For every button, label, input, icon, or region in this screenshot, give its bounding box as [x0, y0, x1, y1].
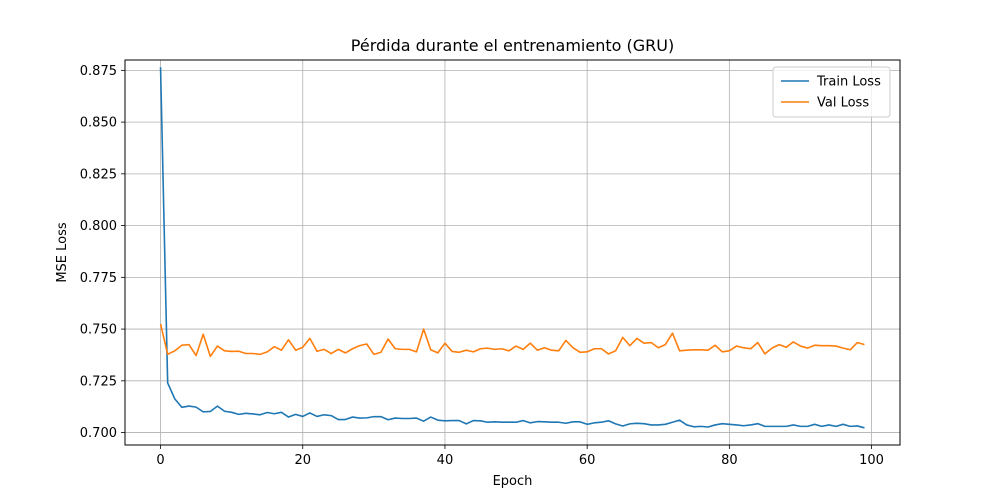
y-tick-label: 0.725 [80, 374, 117, 389]
y-tick-label: 0.850 [80, 116, 117, 131]
x-tick-label: 80 [721, 453, 738, 468]
y-tick-label: 0.825 [80, 167, 117, 182]
x-tick-label: 60 [579, 453, 596, 468]
legend: Train Loss Val Loss [772, 66, 891, 118]
y-axis-label: MSE Loss [55, 222, 70, 283]
tick-layer: 0 20 40 60 80 100 0.700 0.725 0.750 0.775 0.800 0.8… [80, 64, 884, 468]
chart-title: Pérdida durante el entrenamiento (GRU) [351, 36, 674, 55]
y-tick-label: 0.700 [80, 426, 117, 441]
x-tick-label: 20 [294, 453, 311, 468]
series-layer [159, 67, 865, 429]
grid-layer [125, 60, 900, 445]
y-tick-label: 0.750 [80, 323, 117, 338]
y-tick-label: 0.800 [80, 219, 117, 234]
y-tick-label: 0.875 [80, 64, 117, 79]
x-tick-label: 100 [859, 453, 884, 468]
plot-frame [124, 59, 901, 446]
x-tick-label: 0 [156, 453, 164, 468]
series-line-train-loss [159, 67, 865, 429]
legend-box [772, 66, 891, 118]
x-tick-label: 40 [437, 453, 454, 468]
y-tick-label: 0.775 [80, 271, 117, 286]
legend-label: Train Loss [816, 75, 881, 90]
legend-label: Val Loss [817, 96, 869, 111]
x-axis-label: Epoch [493, 474, 533, 489]
series-line-val-loss [159, 323, 865, 358]
